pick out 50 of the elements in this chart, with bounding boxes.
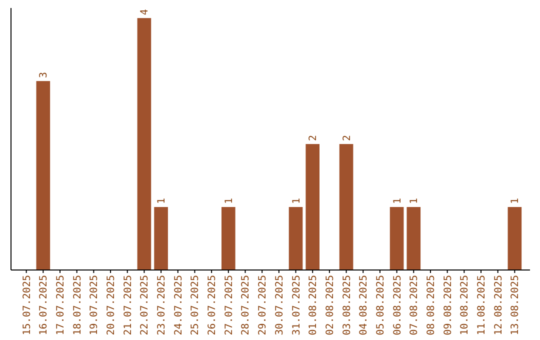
x-tick-label: 30.07.2025 <box>274 275 286 336</box>
data-label: 1 <box>156 198 168 204</box>
data-label: 4 <box>140 9 151 16</box>
x-tick-label: 23.07.2025 <box>156 275 168 336</box>
x-tick-label: 03.08.2025 <box>342 275 353 336</box>
x-tick-label: 26.07.2025 <box>207 275 218 336</box>
data-label: 2 <box>342 135 353 142</box>
bar <box>154 207 168 270</box>
x-tick-label: 17.07.2025 <box>56 275 67 336</box>
bar <box>406 207 421 270</box>
x-tick-label: 31.07.2025 <box>291 275 302 336</box>
data-label: 2 <box>308 135 320 142</box>
bar <box>36 81 50 270</box>
bar <box>339 144 354 270</box>
x-tick-label: 21.07.2025 <box>122 275 134 336</box>
x-tick-label: 05.08.2025 <box>375 275 386 336</box>
x-tick-label: 13.08.2025 <box>510 275 522 336</box>
data-label: 1 <box>392 198 404 204</box>
x-tick-label: 08.08.2025 <box>426 275 437 336</box>
x-tick-label: 28.07.2025 <box>240 275 252 336</box>
data-label: 1 <box>510 198 522 204</box>
x-tick-label: 25.07.2025 <box>190 275 202 336</box>
x-tick-label: 02.08.2025 <box>324 275 336 336</box>
x-tick-label: 01.08.2025 <box>308 275 320 336</box>
x-tick-label: 11.08.2025 <box>476 275 488 336</box>
x-tick-label: 24.07.2025 <box>173 275 184 336</box>
x-tick-label: 07.08.2025 <box>409 275 420 336</box>
x-tick-label: 29.07.2025 <box>258 275 269 336</box>
data-label: 1 <box>291 198 302 204</box>
x-tick-label: 19.07.2025 <box>89 275 100 336</box>
x-tick-label: 12.08.2025 <box>493 275 504 336</box>
bar <box>508 207 522 270</box>
bar <box>137 18 152 270</box>
data-label: 1 <box>409 198 420 204</box>
bar <box>221 207 236 270</box>
bar <box>288 207 303 270</box>
x-tick-label: 27.07.2025 <box>224 275 235 336</box>
bar <box>390 207 404 270</box>
x-tick-label: 20.07.2025 <box>106 275 118 336</box>
x-tick-label: 06.08.2025 <box>392 275 404 336</box>
x-tick-label: 04.08.2025 <box>358 275 370 336</box>
data-label: 3 <box>38 72 50 78</box>
x-tick-label: 15.07.2025 <box>22 275 33 336</box>
x-tick-label: 10.08.2025 <box>460 275 471 336</box>
x-tick-label: 09.08.2025 <box>442 275 454 336</box>
x-tick-label: 16.07.2025 <box>38 275 50 336</box>
x-tick-label: 18.07.2025 <box>72 275 84 336</box>
x-tick-label: 22.07.2025 <box>140 275 151 336</box>
bar <box>306 144 320 270</box>
data-label: 1 <box>224 198 235 204</box>
